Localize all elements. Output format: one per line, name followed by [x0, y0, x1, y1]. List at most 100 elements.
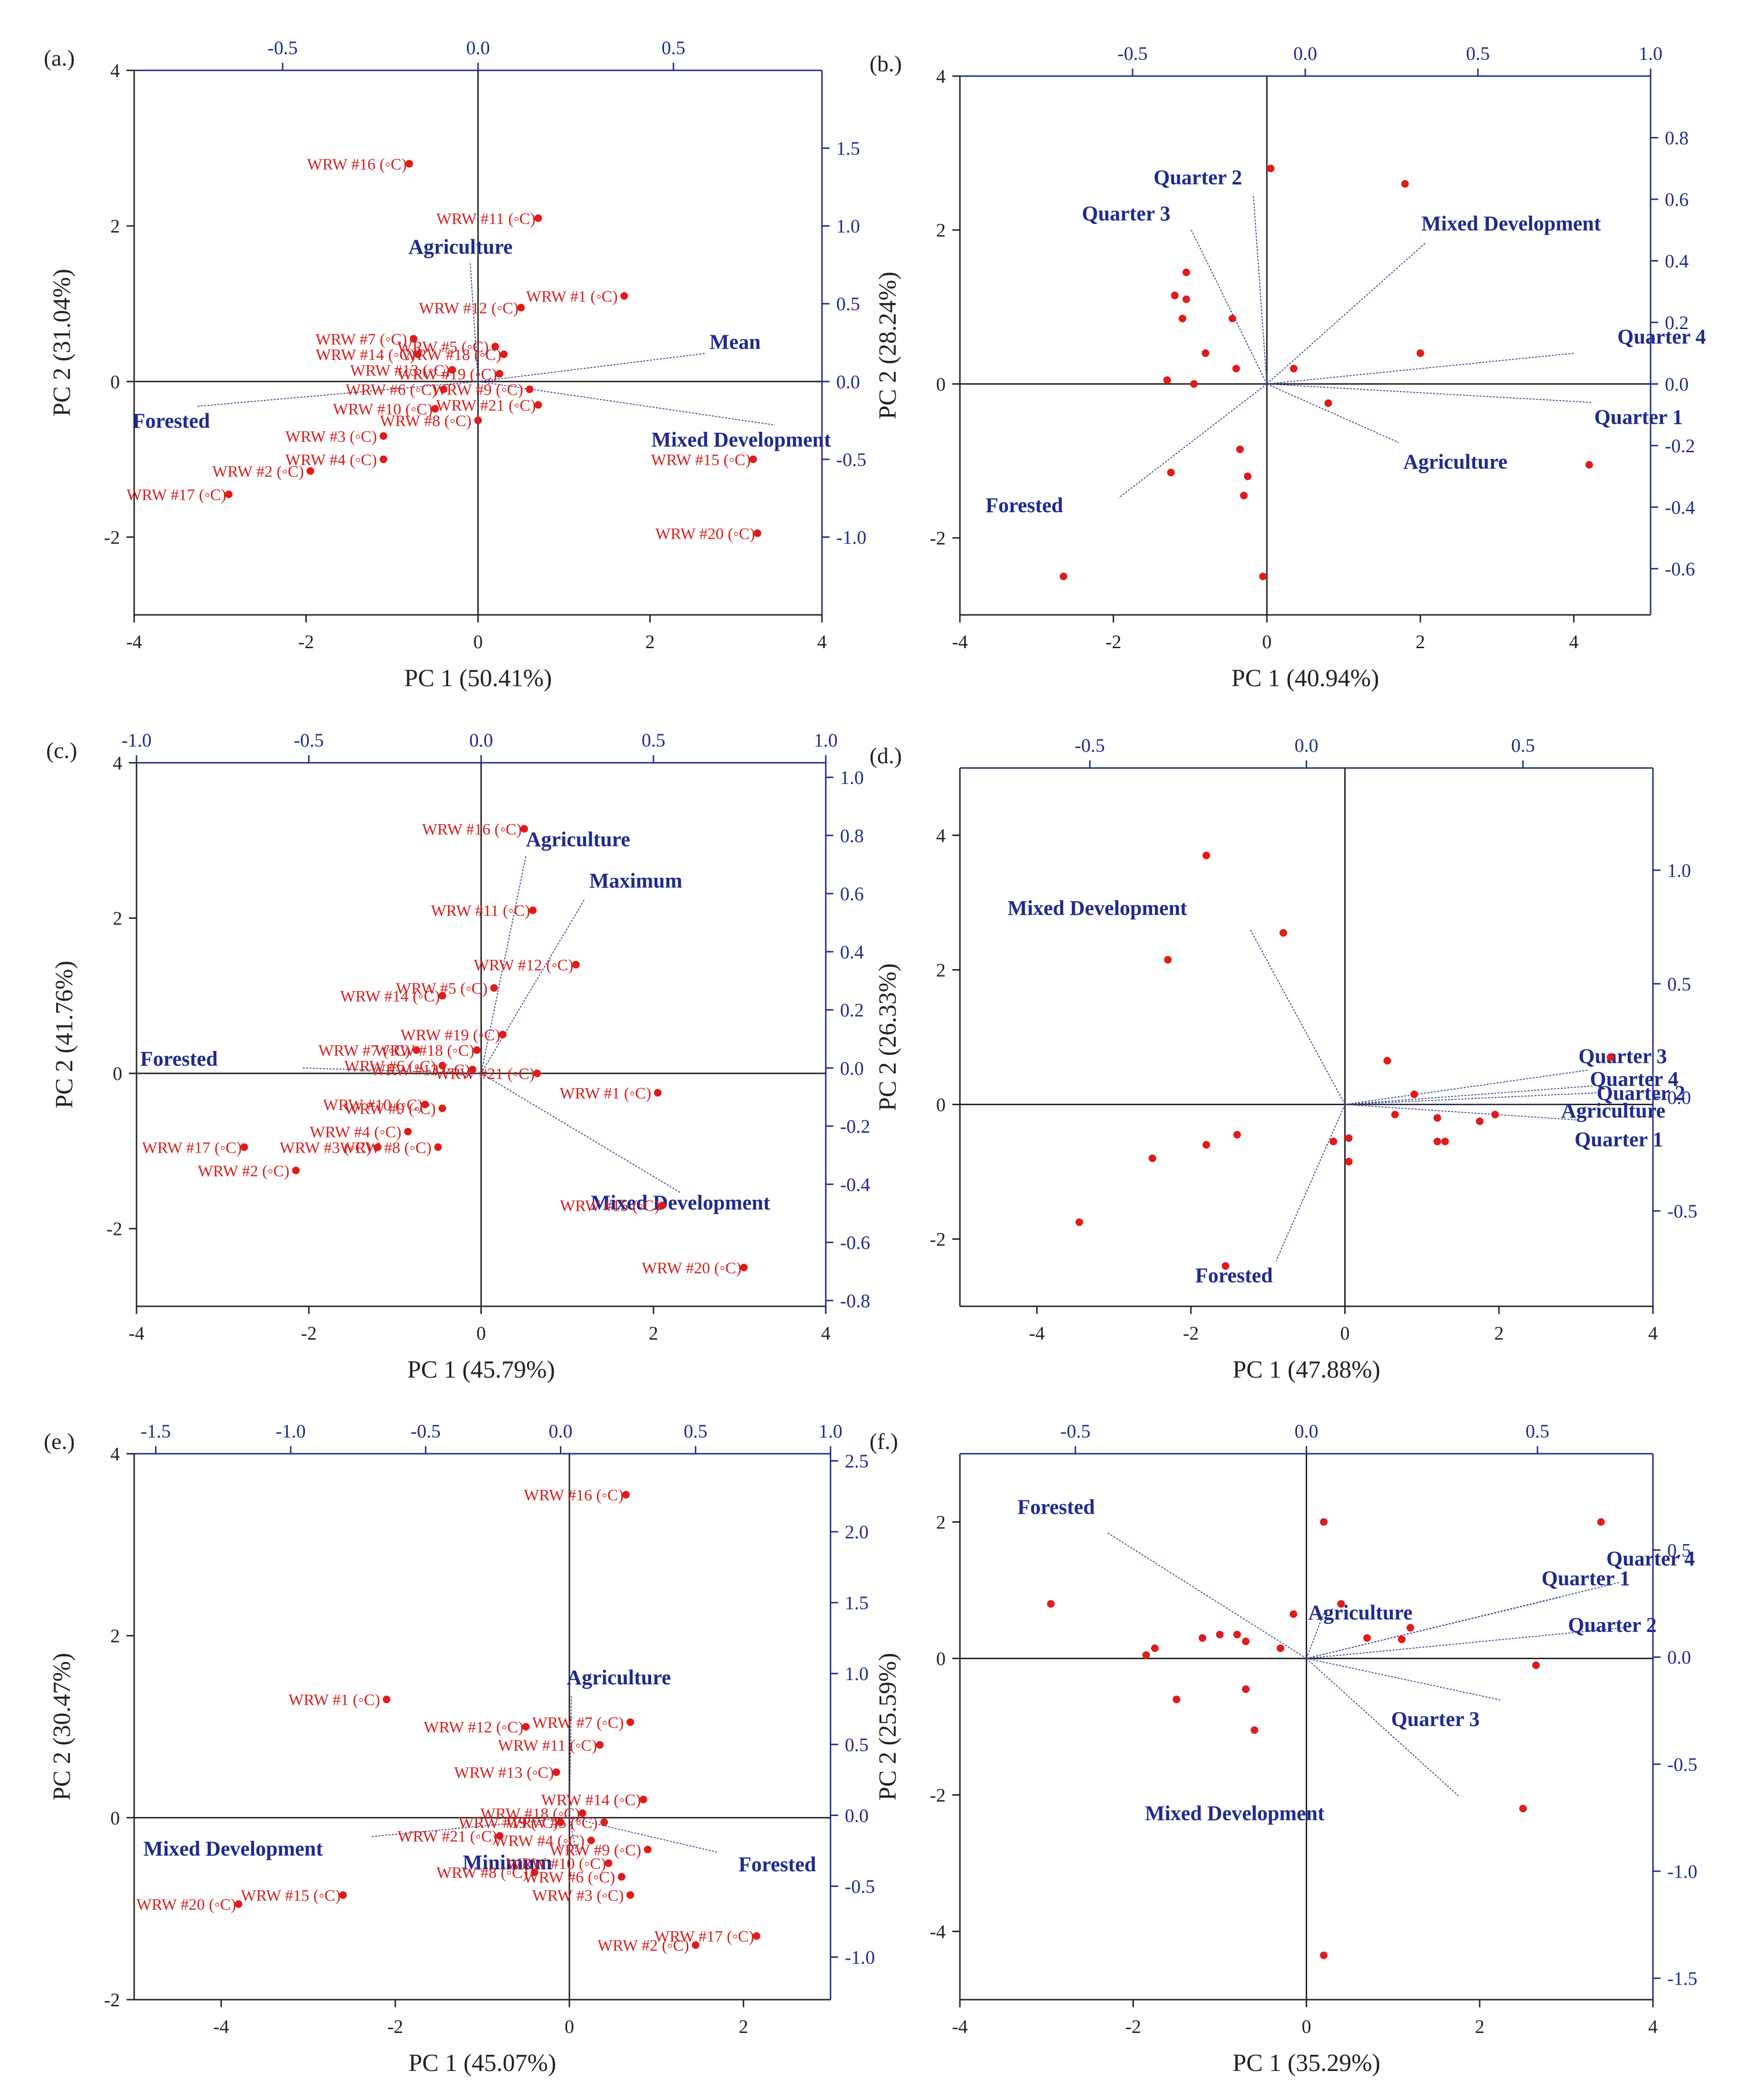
tick-label-bottom: 0	[1340, 1322, 1349, 1344]
loading-label: Quarter 2	[1597, 1081, 1685, 1105]
loading-label: Forested	[986, 494, 1063, 517]
score-label: WRW #9 (◦C)	[431, 381, 523, 399]
score-label: WRW #8 (◦C)	[380, 412, 472, 430]
tick-label-top: 0.0	[549, 1420, 573, 1442]
loading-vector	[569, 1818, 577, 1856]
tick-label-top: 0.0	[466, 37, 490, 58]
loading-vector	[1267, 352, 1575, 385]
tick-label-right: -0.4	[840, 1174, 870, 1195]
score-label: WRW #13 (◦C)	[454, 1764, 554, 1782]
score-point	[500, 350, 508, 359]
tick-label-right: -0.5	[845, 1876, 875, 1897]
score-label: WRW #9 (◦C)	[344, 1100, 436, 1118]
tick-label-right: 0.5	[836, 293, 860, 315]
tick-label-right: -0.2	[840, 1116, 870, 1137]
score-label: WRW #6 (◦C)	[345, 381, 437, 399]
score-point	[1202, 1141, 1211, 1149]
score-point	[306, 467, 314, 475]
loading-vector	[1306, 1658, 1501, 1701]
tick-label-top: 0.5	[1511, 735, 1535, 756]
score-label: WRW #16 (◦C)	[422, 821, 522, 838]
tick-label-right: 0.0	[836, 371, 860, 392]
score-point	[1320, 1951, 1328, 1959]
score-point	[740, 1264, 748, 1272]
score-label: WRW #14 (◦C)	[340, 988, 440, 1005]
tick-label-top: 0.0	[1295, 735, 1319, 756]
score-point	[1606, 1053, 1614, 1061]
score-label: WRW #15 (◦C)	[651, 451, 751, 469]
y-axis-title: PC 2 (41.76%)	[51, 961, 78, 1108]
score-point	[626, 1718, 635, 1726]
loading-label: Quarter 1	[1594, 405, 1683, 428]
loading-vector	[1345, 1092, 1597, 1105]
score-point	[1329, 1138, 1338, 1146]
tick-label-right: -0.2	[1665, 435, 1695, 457]
score-point	[374, 1143, 382, 1151]
score-label: WRW #8 (◦C)	[340, 1139, 432, 1157]
score-point	[1345, 1134, 1353, 1142]
score-point	[1178, 314, 1186, 322]
score-point	[530, 1868, 538, 1876]
tick-label-right: -1.0	[845, 1947, 875, 1968]
tick-label-right: 1.0	[840, 767, 864, 788]
score-point	[534, 214, 542, 222]
tick-label-left: 0	[936, 373, 946, 395]
score-point	[1182, 268, 1190, 276]
score-point	[552, 1768, 560, 1776]
score-point	[1222, 1262, 1230, 1270]
loading-vector	[1253, 196, 1268, 384]
panel-label: (e.)	[44, 1429, 75, 1454]
tick-label-right: -0.6	[1665, 558, 1695, 580]
score-point	[1259, 573, 1267, 581]
loading-label: Quarter 1	[1542, 1567, 1630, 1590]
tick-label-right: -0.8	[840, 1290, 870, 1312]
score-point	[1142, 1651, 1150, 1659]
loading-vector	[196, 381, 479, 407]
score-label: WRW #18 (◦C)	[375, 1042, 475, 1060]
tick-label-right: 2.5	[845, 1450, 869, 1472]
score-point	[1047, 1600, 1055, 1608]
loading-label: Mixed Development	[1421, 212, 1601, 235]
tick-label-bottom: -4	[213, 2016, 229, 2037]
loading-label: Agriculture	[409, 235, 513, 259]
score-point	[534, 401, 542, 409]
loading-label: Quarter 2	[1153, 165, 1242, 189]
loading-label: Quarter 1	[1574, 1128, 1663, 1151]
score-point	[1324, 399, 1332, 407]
score-point	[1202, 851, 1211, 859]
tick-label-left: -2	[930, 1785, 946, 1806]
tick-label-top: 0.5	[1466, 43, 1490, 64]
score-point	[1433, 1114, 1441, 1122]
score-point	[644, 1846, 652, 1854]
score-point	[499, 1031, 507, 1039]
score-point	[339, 1891, 347, 1899]
tick-label-left: 4	[113, 752, 122, 774]
loading-label: Mixed Development	[651, 428, 831, 451]
tick-label-right: 2.0	[845, 1521, 869, 1543]
tick-label-right: 1.0	[1667, 860, 1691, 881]
score-label: WRW #3 (◦C)	[285, 428, 377, 446]
loading-vector	[1345, 1103, 1571, 1105]
score-point	[1232, 365, 1240, 373]
loading-label: Agriculture	[526, 828, 630, 851]
score-point	[1236, 446, 1244, 454]
panel-e: -4 -2 0 2 -2 0 2 4 -1.5 -1.0 -0.5 0.0 0.5 1.0 -1.0 -0.5…	[44, 1420, 875, 2077]
score-label: WRW #7 (◦C)	[315, 331, 407, 348]
loading-vector	[569, 1696, 572, 1818]
panel-label: (c.)	[46, 738, 77, 763]
tick-label-left: 4	[936, 66, 946, 87]
score-point	[1228, 314, 1236, 322]
score-point	[1198, 1634, 1206, 1642]
score-label: WRW #15 (◦C)	[560, 1197, 660, 1215]
score-point	[1233, 1131, 1241, 1139]
tick-label-right: 1.0	[836, 215, 860, 237]
tick-label-bottom: 2	[649, 1322, 658, 1344]
score-label: WRW #11 (◦C)	[436, 210, 535, 228]
score-point	[600, 1818, 608, 1826]
score-label: WRW #13 (◦C)	[350, 362, 450, 379]
score-point	[1491, 1110, 1499, 1118]
score-point	[1167, 468, 1175, 476]
loading-label: Quarter 4	[1606, 1547, 1695, 1570]
